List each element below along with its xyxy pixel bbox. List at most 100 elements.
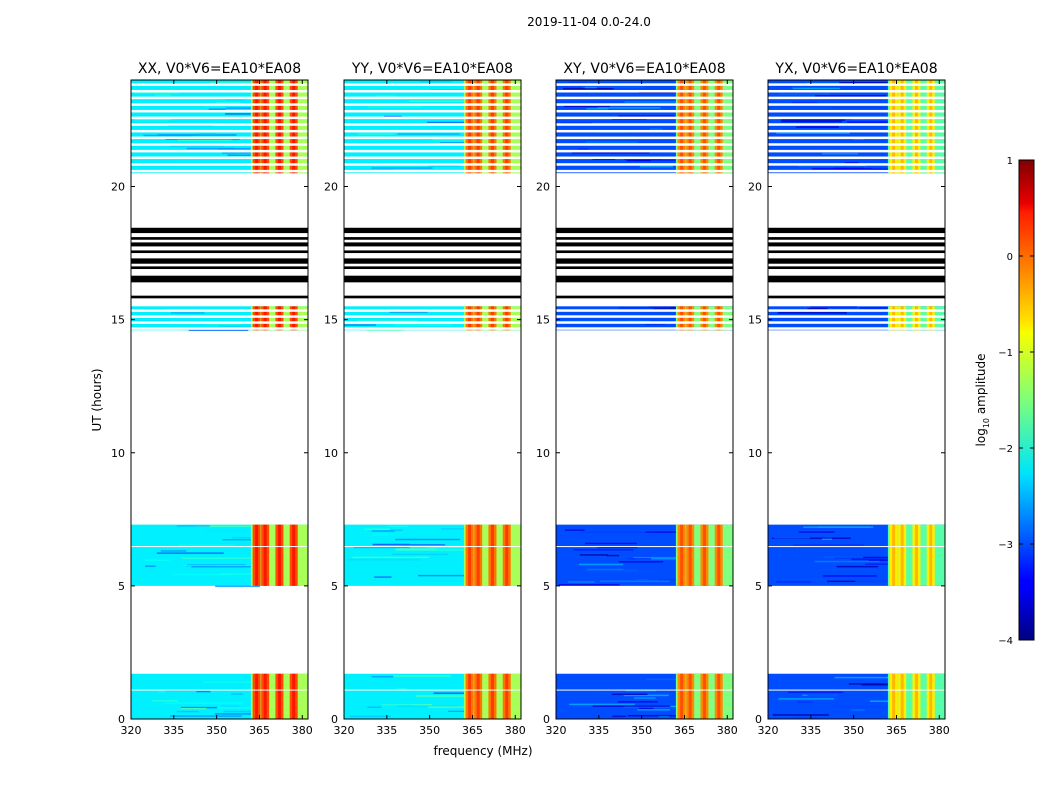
rfi-line-core <box>277 306 281 331</box>
rfi-line-core <box>680 673 684 719</box>
flagged-gap <box>768 103 945 106</box>
noise-streak <box>807 307 828 310</box>
flagged-gap <box>131 156 308 160</box>
noise-streak <box>802 89 833 91</box>
panel-2-image <box>344 80 521 719</box>
noise-streak <box>821 538 833 541</box>
y-tick-label: 5 <box>755 580 762 593</box>
x-tick-label: 365 <box>674 724 695 737</box>
x-tick-label: 365 <box>886 724 907 737</box>
noise-streak <box>344 324 376 326</box>
flagged-stripe <box>556 295 733 299</box>
noise-streak <box>415 695 475 697</box>
x-tick-label: 365 <box>462 724 483 737</box>
flagged-stripe <box>344 227 521 234</box>
colorbar-label: log10 amplitude <box>974 354 991 447</box>
flagged-gap <box>344 116 521 120</box>
flagged-stripe <box>344 242 521 247</box>
noise-streak <box>578 148 589 150</box>
noise-streak <box>164 166 241 169</box>
rfi-line-core <box>900 524 904 586</box>
noise-streak <box>639 165 674 168</box>
rfi-line-core <box>490 673 494 719</box>
rfi-line-core <box>680 306 684 331</box>
noise-streak <box>586 107 609 110</box>
noise-streak <box>428 706 498 708</box>
flagged-gap <box>131 129 308 133</box>
noise-streak <box>627 714 703 717</box>
noise-streak <box>375 95 397 98</box>
noise-streak <box>418 574 475 577</box>
noise-streak <box>580 531 647 533</box>
y-tick-label: 0 <box>331 713 338 726</box>
noise-streak <box>638 707 654 710</box>
panel-2: YY, V0*V6=EA10*EA08 320 335 350 365 380 0 5 10 15… <box>324 61 526 737</box>
rfi-line-core <box>892 306 896 331</box>
noise-streak <box>641 133 682 136</box>
noise-streak <box>564 529 585 531</box>
flagged-gap <box>768 123 945 126</box>
noise-streak <box>371 533 388 536</box>
noise-streak <box>206 323 242 325</box>
x-tick-label: 380 <box>717 724 738 737</box>
flagged-gap <box>131 163 308 166</box>
y-tick-label: 10 <box>536 447 550 460</box>
rfi-line-core <box>900 80 904 174</box>
noise-streak <box>571 152 650 154</box>
noise-streak <box>408 100 480 102</box>
rfi-line-core <box>505 80 509 174</box>
rfi-line-core <box>929 524 933 586</box>
flagged-gap <box>344 129 521 133</box>
noise-streak <box>811 168 872 170</box>
noise-streak <box>772 714 829 716</box>
flagged-gap <box>556 89 733 93</box>
flagged-gap <box>131 689 308 691</box>
flagged-gap <box>556 109 733 113</box>
rfi-line-core <box>680 80 684 174</box>
noise-streak <box>389 529 403 531</box>
y-tick-label: 15 <box>748 314 762 327</box>
rfi-line-core <box>277 524 281 586</box>
x-tick-label: 335 <box>588 724 609 737</box>
y-tick-label: 10 <box>111 447 125 460</box>
colorbar-ticks: 1 0 −1 −2 −3 −4 <box>998 156 1034 647</box>
flagged-stripe <box>344 275 521 283</box>
colorbar-label-suffix: amplitude <box>974 354 988 418</box>
flagged-stripe <box>556 258 733 264</box>
flagged-gap <box>768 109 945 113</box>
noise-streak <box>597 546 638 549</box>
rfi-line-core <box>688 673 692 719</box>
y-tick-label: 15 <box>324 314 338 327</box>
noise-streak <box>634 558 700 560</box>
y-tick-label: 0 <box>543 713 550 726</box>
noise-streak <box>870 323 901 326</box>
noise-streak <box>173 573 232 576</box>
noise-streak <box>585 141 638 144</box>
flagged-gap <box>768 327 945 330</box>
y-tick-label: 20 <box>748 181 762 194</box>
y-tick-label: 10 <box>324 447 338 460</box>
flagged-gap <box>556 156 733 160</box>
flagged-stripe <box>768 237 945 240</box>
noise-streak <box>831 106 907 109</box>
colorbar-label-subscript: 10 <box>982 418 991 428</box>
noise-streak <box>346 113 381 115</box>
noise-streak <box>160 550 187 552</box>
colorbar-tick-label: −4 <box>998 636 1013 647</box>
flagged-stripe <box>344 250 521 254</box>
noise-streak <box>636 579 648 581</box>
y-tick-label: 15 <box>111 314 125 327</box>
flagged-gap <box>131 123 308 126</box>
flagged-gap <box>344 136 521 140</box>
noise-streak <box>818 568 876 571</box>
noise-streak <box>611 693 648 696</box>
rfi-line-core <box>468 80 472 174</box>
flagged-gap <box>556 116 733 120</box>
rfi-line-core <box>263 524 267 586</box>
panel-frame <box>130 79 309 720</box>
flagged-gap <box>131 315 308 318</box>
noise-streak <box>836 565 878 568</box>
noise-streak <box>363 138 409 141</box>
noise-streak <box>395 549 464 551</box>
flagged-stripe <box>556 237 733 240</box>
